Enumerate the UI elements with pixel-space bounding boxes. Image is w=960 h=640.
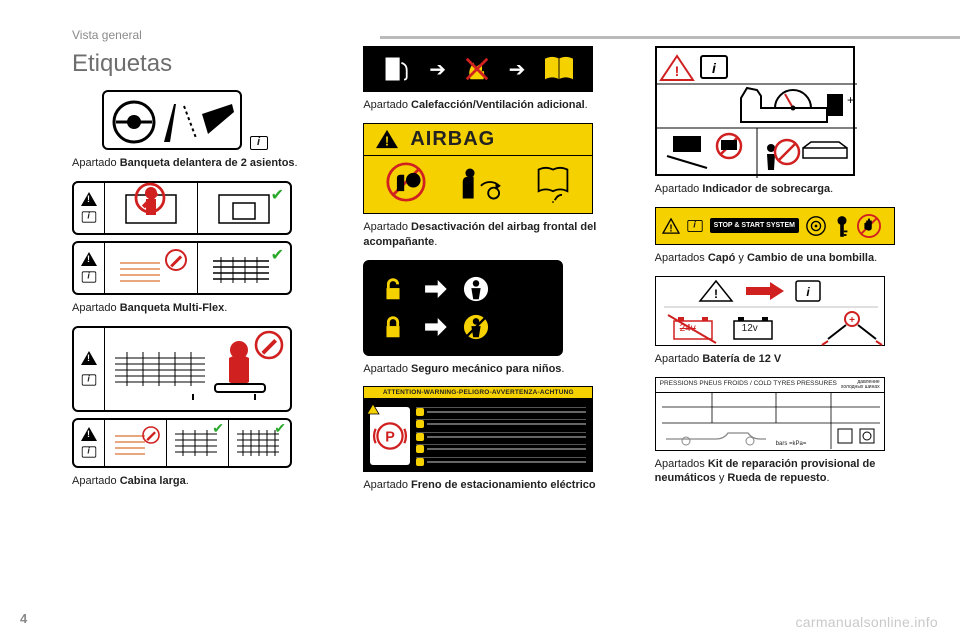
info-icon [82,271,96,282]
tyre-table-icon [656,393,886,449]
childseat-no-icon [386,162,426,202]
label-calefaccion: ➔ ➔ [363,46,593,92]
label-sobrecarga: ! i + [655,46,855,176]
tyre-units-text: bars =kPa= [776,441,807,447]
airbag-text: AIRBAG [410,128,495,151]
watermark: carmanualsonline.info [796,614,939,630]
label-multiflex-top: ✔ [72,181,292,235]
flip-seat-icon [457,164,503,204]
svg-text:+: + [847,93,854,107]
section-label: Vista general [72,28,920,42]
battery-24v-text: 24v [680,323,696,334]
svg-text:!: ! [674,63,679,79]
arrow-right-icon [423,318,447,336]
parking-p-icon: P [372,418,408,454]
label-freno: ATTENTION-WARNING-PELIGRO-AVVERTENZA-ACH… [363,386,593,472]
lock-closed-icon [379,313,407,341]
header-rule [380,36,960,39]
page: Vista general Etiquetas [0,0,960,640]
stopstart-badge: STOP & START SYSTEM [710,218,799,233]
svg-text:!: ! [714,287,718,301]
fig-banqueta-2: Apartado Banqueta delantera de 2 asiento… [72,90,337,171]
label-seguro [363,260,563,356]
caption-banqueta-2: Apartado Banqueta delantera de 2 asiento… [72,156,337,171]
lock-open-icon [379,275,407,303]
tyre-header-text: PRESSIONS PNEUS FROIDS / COLD TYRES PRES… [660,380,837,390]
caption-seguro: Apartado Seguro mecánico para niños. [363,362,628,377]
arrow-right-icon [423,280,447,298]
warn-icon: ! [662,218,680,234]
info-icon [250,136,268,150]
freno-header-text: ATTENTION-WARNING-PELIGRO-AVVERTENZA-ACH… [364,387,592,398]
fig-seguro: Apartado Seguro mecánico para niños. [363,260,628,377]
battery-12v-text: 12v [742,323,758,334]
fig-bateria: ! i + 24v 12v [655,276,920,367]
steering-icon [104,92,244,152]
warn-icon [81,351,97,365]
warn-small-icon [366,403,380,415]
overload-icon: ! i + [657,48,857,178]
fig-cabina: ✔ ✔ Apartado Ca [72,326,337,489]
fig-calefaccion: ➔ ➔ Apartado Calefacción/Ventilación adi… [363,46,628,113]
label-stopstart: ! STOP & START SYSTEM [655,207,895,245]
hand-no-icon [857,214,881,238]
key-icon [833,214,851,238]
caption-calefaccion: Apartado Calefacción/Ventilación adicion… [363,98,628,113]
column-2: ➔ ➔ Apartado Calefacción/Ventilación adi… [363,90,628,493]
caption-bateria: Apartado Batería de 12 V [655,352,920,367]
svg-text:i: i [806,285,810,299]
label-cabina-top [72,326,292,412]
svg-text:+: + [849,315,855,326]
battery-icon: ! i + [656,277,886,347]
caption-freno: Apartado Freno de estacionamiento eléctr… [363,478,628,493]
page-number: 4 [20,611,27,626]
info-icon [82,446,96,457]
warn-icon [81,252,97,266]
info-icon [687,220,702,232]
caption-kit: Apartados Kit de reparación provisional … [655,457,920,487]
column-1: Apartado Banqueta delantera de 2 asiento… [72,90,337,493]
column-3: ! i + [655,90,920,493]
bars-salmon-icon [105,420,165,466]
warn-icon [81,192,97,206]
warn-icon [81,427,97,441]
svg-text:!: ! [669,223,672,234]
label-airbag: ! AIRBAG [363,123,593,214]
fuel-pump-icon [382,54,412,84]
info-icon [82,374,96,385]
read-manual-icon [535,164,571,204]
child-blocked-icon [463,314,489,340]
svg-text:i: i [712,60,717,76]
label-cabina-bottom: ✔ ✔ [72,418,292,468]
label-tyre-pressure: PRESSIONS PNEUS FROIDS / COLD TYRES PRES… [655,377,885,451]
flame-x-icon [463,55,491,83]
columns: Apartado Banqueta delantera de 2 asiento… [72,90,920,493]
label-steering [102,90,242,150]
child-allowed-icon [463,276,489,302]
fig-airbag: ! AIRBAG [363,123,628,250]
caption-airbag: Apartado Desactivación del airbag fronta… [363,220,628,250]
fig-capo: ! STOP & START SYSTEM Apartados Capó y C… [655,207,920,266]
caption-cabina: Apartado Cabina larga. [72,474,337,489]
caption-sobrecarga: Apartado Indicador de sobrecarga. [655,182,920,197]
fig-sobrecarga: ! i + [655,46,920,197]
label-multiflex-bottom: ✔ [72,241,292,295]
target-icon [805,215,827,237]
fig-multiflex: ✔ [72,181,337,316]
label-bateria: ! i + 24v 12v [655,276,885,346]
warn-triangle-icon: ! [374,128,400,150]
svg-text:P: P [386,430,396,446]
info-icon [82,211,96,222]
svg-text:!: ! [385,134,389,149]
fig-kit: PRESSIONS PNEUS FROIDS / COLD TYRES PRES… [655,377,920,487]
fig-freno: ATTENTION-WARNING-PELIGRO-AVVERTENZA-ACH… [363,386,628,493]
caption-multiflex: Apartado Banqueta Multi-Flex. [72,301,337,316]
manual-icon [543,55,575,83]
caption-capo: Apartados Capó y Cambio de una bombilla. [655,251,920,266]
